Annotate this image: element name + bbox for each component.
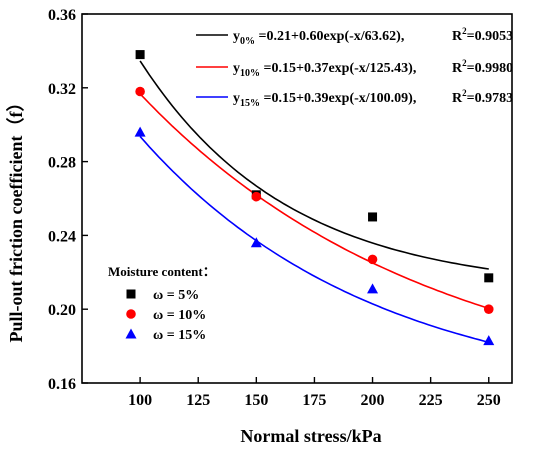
data-point xyxy=(251,191,262,202)
fit-curves xyxy=(139,60,490,344)
r-squared: R2=0.9783 xyxy=(452,88,513,106)
fit-curve xyxy=(139,60,489,270)
x-tick-label: 150 xyxy=(244,392,268,409)
fit-equation: y0% =0.21+0.60exp(-x/63.62), xyxy=(233,29,404,47)
legend-label: ω = 15% xyxy=(153,328,206,343)
data-point xyxy=(134,126,146,137)
legend-marker xyxy=(125,328,137,339)
x-tick-label: 225 xyxy=(419,392,443,409)
y-tick-label: 0.20 xyxy=(48,302,76,319)
fit-curve xyxy=(139,93,490,310)
legend-title: Moisture content： xyxy=(108,264,216,279)
x-tick-label: 250 xyxy=(477,392,501,409)
y-tick-label: 0.32 xyxy=(48,81,76,98)
data-point xyxy=(135,86,145,97)
legend: Moisture content： ω = 5% ω = 10% ω = 15% xyxy=(108,264,216,343)
y-tick-label: 0.16 xyxy=(48,376,76,393)
x-tick-label: 200 xyxy=(361,392,385,409)
fit-equation: y15% =0.15+0.39exp(-x/100.09), xyxy=(233,91,416,109)
data-point xyxy=(250,237,262,248)
r-squared: R2=0.9980 xyxy=(452,58,513,76)
y-axis-title-group: Pull-out friction coefficient（f） xyxy=(6,94,26,343)
data-markers xyxy=(134,50,495,346)
data-point xyxy=(484,273,494,283)
legend-label: ω = 10% xyxy=(153,308,206,323)
legend-marker xyxy=(126,289,136,299)
fit-equation: y10% =0.15+0.37exp(-x/125.43), xyxy=(233,61,416,79)
data-point xyxy=(368,212,378,222)
y-tick-label: 0.36 xyxy=(48,7,76,24)
fit-equations: y0% =0.21+0.60exp(-x/63.62), R2=0.9053 y10… xyxy=(196,26,513,109)
y-axis-title: Pull-out friction coefficient（f） xyxy=(6,94,26,343)
y-tick-label: 0.24 xyxy=(48,228,76,245)
data-point xyxy=(135,50,145,60)
data-point xyxy=(367,283,379,294)
r-squared: R2=0.9053 xyxy=(452,26,513,44)
x-tick-label: 175 xyxy=(302,392,326,409)
x-axis-title: Normal stress/kPa xyxy=(240,426,381,446)
y-tick-label: 0.28 xyxy=(48,155,76,172)
axes: 100 125 150 175 200 225 250 0.16 0.20 0.24 0.28 0.3… xyxy=(48,7,513,409)
fit-curve xyxy=(139,135,489,344)
legend-marker xyxy=(126,309,136,319)
data-point xyxy=(367,254,378,265)
legend-label: ω = 5% xyxy=(153,288,199,303)
plot-frame xyxy=(81,13,513,384)
data-point xyxy=(483,335,495,346)
data-point xyxy=(483,304,494,315)
x-tick-label: 125 xyxy=(186,392,210,409)
x-tick-label: 100 xyxy=(128,392,152,409)
